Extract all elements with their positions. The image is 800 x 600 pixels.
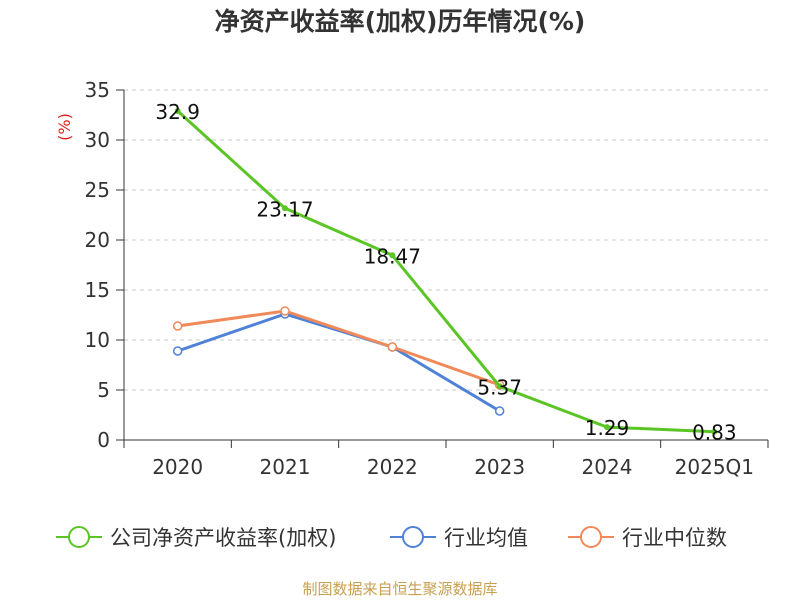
source-note: 制图数据来自恒生聚源数据库: [302, 580, 497, 598]
data-point: [172, 346, 183, 356]
axes: 0 5 10 15 20 25 30 35 2020 2021 2022 2023 2024 2025Q1: [85, 78, 769, 479]
x-tick-label: 2021: [260, 455, 311, 479]
series-2: [172, 306, 505, 390]
data-label: 5.37: [477, 375, 522, 399]
legend-item: 行业均值: [390, 526, 528, 550]
data-label: 23.17: [256, 197, 313, 221]
series-line: [177, 309, 501, 387]
y-tick-label: 10: [85, 328, 110, 352]
y-tick-label: 15: [85, 278, 110, 302]
x-tick-label: 2022: [367, 455, 418, 479]
legend-item: 公司净资产收益率(加权): [56, 526, 336, 550]
x-tick-label: 2025Q1: [675, 455, 754, 479]
data-label: 1.29: [585, 416, 630, 440]
series-1: [172, 309, 505, 416]
series-0: [174, 108, 718, 435]
x-tick-label: 2020: [152, 455, 203, 479]
data-point: [711, 428, 718, 435]
legend: 公司净资产收益率(加权) 行业均值 行业中位数: [56, 526, 727, 550]
data-label: 32.9: [155, 100, 200, 124]
y-tick-label: 5: [97, 378, 110, 402]
legend-marker: [580, 526, 602, 548]
data-point: [496, 383, 503, 390]
data-point: [282, 205, 288, 212]
y-tick-label: 20: [85, 228, 110, 252]
chart-title: 净资产收益率(加权)历年情况(%): [215, 7, 586, 36]
data-point: [494, 406, 505, 416]
data-label: 18.47: [364, 244, 421, 268]
y-tick-label: 30: [85, 128, 110, 152]
data-point: [172, 321, 183, 331]
data-point: [174, 108, 181, 114]
grid: [124, 89, 768, 391]
y-axis-label: (%): [55, 113, 74, 141]
legend-label: 行业均值: [444, 526, 528, 550]
y-tick-label: 25: [85, 178, 110, 202]
data-point: [389, 252, 396, 259]
data-point: [280, 306, 290, 316]
legend-label: 行业中位数: [622, 526, 727, 550]
legend-marker: [68, 526, 90, 548]
data-label: 0.83: [692, 421, 737, 445]
series: [172, 108, 718, 435]
legend-label: 公司净资产收益率(加权): [110, 526, 336, 550]
x-tick-label: 2024: [582, 455, 633, 479]
series-line: [176, 109, 715, 434]
data-point: [387, 342, 398, 352]
y-tick-label: 0: [97, 428, 110, 452]
data-labels: 32.9 23.17 18.47 5.37 1.29 0.83: [155, 100, 736, 445]
x-tick-label: 2023: [474, 455, 525, 479]
data-point: [604, 424, 610, 431]
y-tick-label: 35: [85, 78, 110, 102]
legend-marker: [402, 526, 424, 548]
legend-item: 行业中位数: [568, 526, 727, 550]
